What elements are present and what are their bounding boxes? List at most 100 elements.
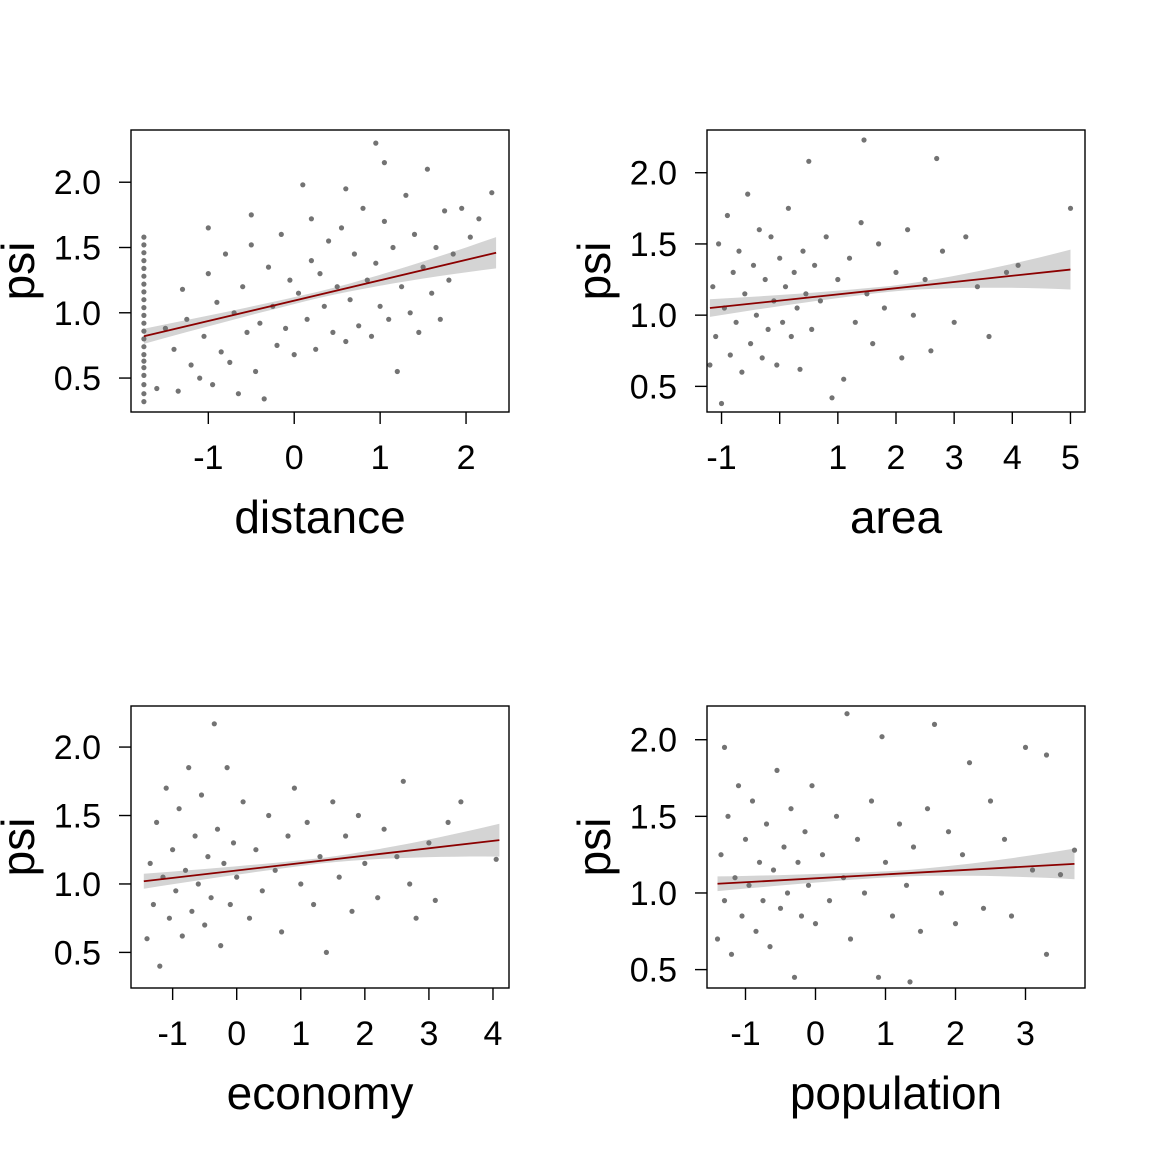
area-ci-band	[709, 249, 1071, 317]
population-point-41	[882, 859, 889, 865]
distance-point-23	[162, 325, 168, 331]
economy-point-53	[407, 881, 413, 887]
area-point-3	[716, 241, 722, 247]
economy-point-3	[154, 819, 160, 825]
distance-point-72	[381, 218, 387, 224]
area-y-tick-label-1: 1.0	[630, 297, 677, 335]
population-point-42	[889, 913, 896, 919]
distance-y-tick-label-0: 0.5	[54, 360, 101, 398]
population-point-61	[1043, 752, 1050, 758]
area-point-1	[710, 284, 716, 290]
economy-point-35	[279, 929, 285, 935]
distance-point-12	[141, 305, 147, 311]
distance-point-32	[210, 382, 216, 388]
distance-point-97	[343, 186, 349, 192]
population-point-35	[847, 936, 854, 942]
distance-point-83	[429, 290, 435, 296]
distance-point-13	[141, 297, 147, 303]
population-point-46	[910, 844, 917, 850]
distance-point-39	[240, 284, 246, 290]
distance-plot-frame	[130, 129, 510, 413]
distance-fit-line	[143, 251, 497, 338]
area-point-57	[939, 248, 946, 254]
distance-point-41	[248, 242, 254, 248]
area-point-47	[870, 341, 876, 347]
distance-point-73	[386, 316, 392, 322]
distance-point-44	[261, 396, 267, 402]
area-point-53	[910, 312, 916, 318]
economy-point-44	[336, 874, 342, 880]
population-point-27	[805, 882, 812, 888]
distance-y-axis-title: psi	[0, 242, 44, 301]
panel-economy: -1 0 1 2 3 4 0.5 1.0 1.5 2.0 economy psi	[0, 576, 576, 1152]
population-point-8	[739, 913, 745, 919]
economy-point-33	[266, 812, 272, 819]
distance-point-58	[321, 303, 327, 309]
chart-area: -1 1 2 3 4 5 0.5 1.0 1.5 2.0 area psi	[568, 129, 1086, 543]
panel-area: -1 1 2 3 4 5 0.5 1.0 1.5 2.0 area psi	[568, 0, 1152, 576]
population-point-16	[767, 944, 773, 950]
distance-point-11	[141, 312, 147, 318]
economy-point-48	[362, 860, 368, 866]
distance-point-70	[373, 260, 379, 266]
economy-point-4	[157, 963, 163, 969]
area-point-52	[905, 227, 911, 233]
population-x-tick-label-0: -1	[730, 1015, 760, 1053]
distance-point-52	[295, 290, 302, 296]
population-x-tick-label-2: 1	[876, 1015, 895, 1053]
area-point-10	[736, 248, 742, 254]
area-point-27	[785, 205, 791, 211]
distance-point-17	[141, 265, 147, 271]
area-point-33	[803, 291, 809, 297]
economy-point-7	[166, 915, 172, 921]
area-x-tick-label-0: -1	[706, 439, 736, 477]
population-point-32	[833, 813, 840, 819]
population-point-44	[903, 882, 910, 888]
population-point-6	[732, 875, 738, 881]
area-point-36	[812, 262, 818, 268]
area-point-34	[806, 158, 812, 164]
area-x-axis-title: area	[850, 491, 942, 543]
distance-point-1	[141, 391, 147, 397]
economy-point-23	[218, 943, 224, 949]
economy-point-56	[432, 897, 438, 903]
population-point-49	[931, 721, 938, 727]
economy-point-17	[198, 792, 205, 798]
economy-point-26	[227, 901, 233, 908]
area-point-31	[797, 366, 803, 372]
population-y-tick-label-1: 1.0	[630, 875, 677, 913]
population-point-43	[896, 821, 903, 827]
distance-point-9	[141, 328, 147, 334]
area-point-46	[864, 291, 870, 297]
population-x-tick-label-4: 3	[1016, 1015, 1035, 1053]
economy-point-59	[493, 856, 499, 862]
economy-point-57	[445, 819, 451, 825]
area-point-2	[713, 333, 719, 340]
distance-point-64	[347, 297, 353, 303]
area-point-41	[841, 376, 847, 382]
area-point-25	[780, 319, 786, 325]
area-point-28	[788, 333, 794, 340]
area-point-56	[934, 155, 940, 162]
economy-point-10	[176, 806, 182, 812]
area-point-60	[974, 284, 980, 290]
distance-point-56	[313, 346, 319, 352]
economy-x-tick-label-1: 0	[227, 1015, 246, 1053]
area-point-12	[742, 291, 748, 297]
population-point-2	[721, 898, 728, 904]
economy-point-32	[259, 888, 265, 894]
population-point-63	[1057, 872, 1064, 878]
population-point-23	[791, 974, 798, 980]
distance-point-40	[244, 329, 250, 335]
distance-point-59	[326, 238, 332, 244]
area-y-tick-label-3: 2.0	[630, 155, 677, 193]
distance-point-26	[179, 286, 186, 292]
population-point-18	[774, 767, 780, 773]
distance-point-84	[433, 244, 439, 251]
economy-point-28	[234, 874, 240, 880]
area-point-15	[750, 262, 757, 268]
area-point-49	[881, 305, 887, 311]
distance-y-tick-label-1: 1.0	[54, 295, 101, 333]
distance-point-81	[420, 264, 426, 270]
area-point-48	[876, 241, 882, 247]
